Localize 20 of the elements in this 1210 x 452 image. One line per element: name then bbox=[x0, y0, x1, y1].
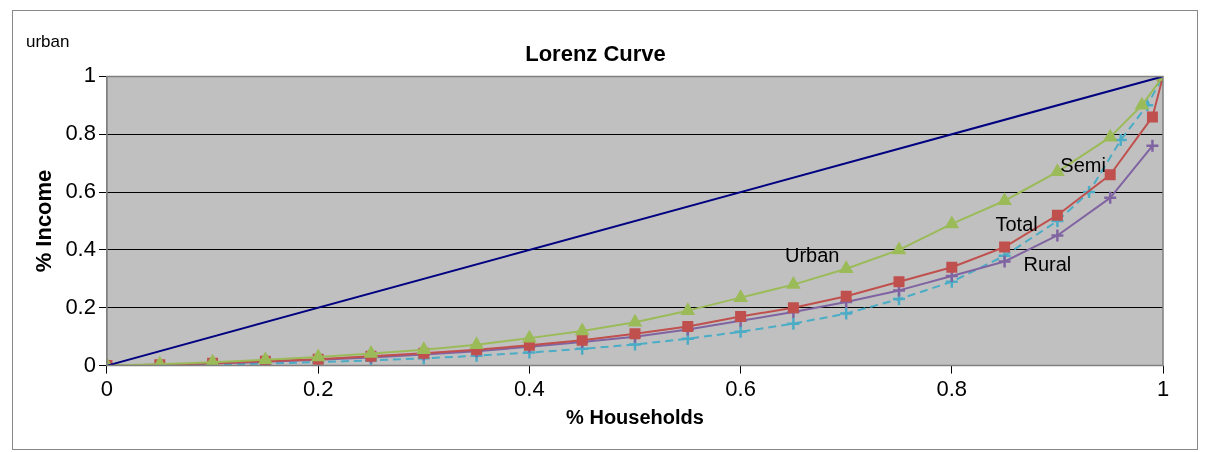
y-axis-title: % Income bbox=[31, 169, 57, 273]
y-tick-label: 0 bbox=[83, 351, 96, 377]
x-tick-label: 1 bbox=[1156, 375, 1170, 401]
y-tick-label: 0.4 bbox=[65, 235, 96, 261]
chart-title: Lorenz Curve bbox=[525, 41, 666, 67]
x-tick-label: 0.6 bbox=[725, 375, 756, 401]
series-label: Rural bbox=[1023, 252, 1072, 275]
series-label: Semi bbox=[1060, 153, 1106, 176]
x-tick-label: 0.4 bbox=[514, 375, 545, 401]
y-tick-label: 0.2 bbox=[65, 293, 96, 319]
series-label: Urban bbox=[784, 244, 840, 267]
x-tick-label: 0.2 bbox=[302, 375, 334, 401]
x-tick-label: 0.8 bbox=[936, 375, 968, 401]
text: urban bbox=[26, 31, 70, 51]
y-tick-label: 0.6 bbox=[65, 178, 96, 204]
series-label: Total bbox=[995, 212, 1038, 235]
y-tick-label: 1 bbox=[83, 62, 96, 88]
y-tick-label: 0.8 bbox=[65, 120, 96, 146]
x-tick-label: 0 bbox=[100, 375, 114, 401]
x-axis-title: % Households bbox=[566, 405, 704, 428]
